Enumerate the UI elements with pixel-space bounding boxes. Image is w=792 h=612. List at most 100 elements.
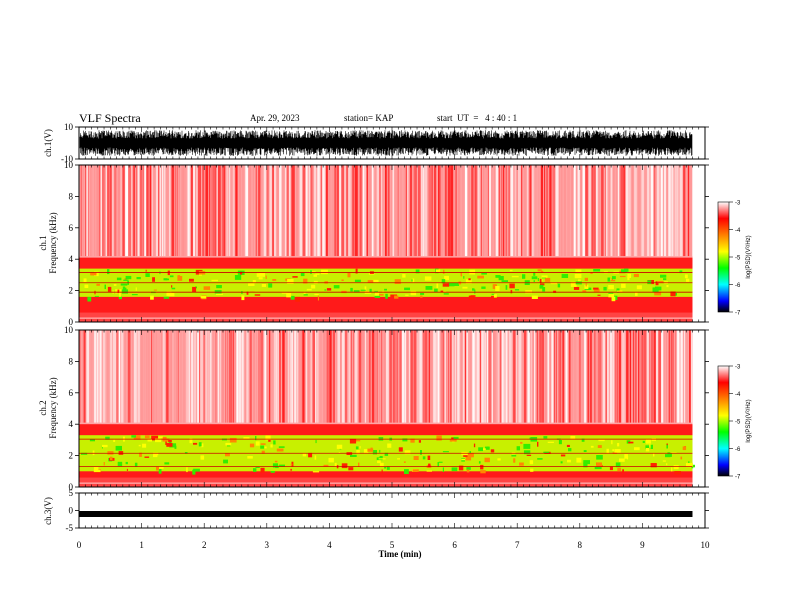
spectro-band-texture	[145, 273, 150, 277]
spectro-streak	[602, 330, 606, 423]
spectro-band-texture	[560, 454, 566, 457]
spectro-streak	[457, 330, 460, 423]
spectro-streak	[272, 165, 274, 257]
spectro-band-texture	[529, 460, 534, 465]
spectro-band-texture	[541, 275, 548, 278]
x-tick-label: 9	[640, 540, 645, 550]
spectro-streak	[489, 165, 491, 257]
spectro-band-texture	[171, 285, 173, 288]
spectro-streak	[419, 330, 422, 423]
spectro-streak	[450, 165, 454, 257]
spectro-streak	[173, 330, 175, 423]
colorbar-tick-label: -7	[735, 475, 741, 481]
spectro-streak	[166, 165, 169, 257]
spectro-band-texture	[192, 286, 197, 292]
spectro-band-texture	[478, 447, 483, 452]
spectro-streak	[146, 165, 149, 257]
spectro-streak	[551, 330, 554, 423]
ch1-spec-ylabel-2: Frequency (kHz)	[48, 212, 58, 273]
spectro-streak	[132, 330, 133, 423]
spectro-streak	[622, 330, 625, 423]
spectro-streak	[142, 165, 145, 257]
spectro-band-texture	[333, 285, 340, 289]
spectro-band-texture	[406, 470, 408, 472]
spectro-band-texture	[467, 453, 474, 458]
spectro-band-texture	[614, 449, 621, 453]
spectro-streak	[256, 330, 258, 423]
spectro-band-texture	[622, 469, 624, 473]
y-tick-label: -10	[61, 154, 73, 164]
spectro-band-texture	[93, 469, 101, 473]
spectro-band-texture	[619, 458, 625, 462]
spectro-streak	[112, 330, 114, 423]
spectro-streak	[127, 330, 128, 423]
spectro-streak	[202, 165, 205, 257]
spectro-streak	[626, 330, 629, 423]
spectro-streak	[166, 165, 167, 257]
spectro-band-texture	[540, 283, 545, 286]
spectro-band-texture	[152, 277, 155, 282]
spectro-band-texture	[567, 459, 571, 463]
spectro-streak	[518, 330, 522, 423]
spectro-band-texture	[255, 466, 260, 468]
spectro-band-texture	[398, 447, 403, 452]
spectro-band-texture	[229, 437, 237, 443]
spectro-streak	[672, 330, 674, 423]
spectro-band-texture	[272, 463, 278, 468]
spectro-streak	[193, 330, 196, 423]
spectro-streak	[442, 330, 444, 423]
spectro-streak	[88, 165, 89, 257]
spectro-band-texture	[163, 296, 170, 299]
spectro-streak	[513, 330, 516, 423]
spectro-streak	[455, 165, 457, 257]
spectro-streak	[521, 165, 523, 257]
spectro-streak	[436, 165, 437, 257]
spectro-streak	[217, 330, 220, 423]
spectro-streak	[392, 330, 395, 423]
spectro-streak	[85, 330, 87, 423]
y-tick-label: 4	[69, 419, 74, 429]
spectro-streak	[255, 165, 258, 257]
spectro-streak	[211, 165, 214, 257]
spectro-streak	[353, 330, 354, 423]
spectro-streak	[677, 330, 680, 423]
spectro-band-texture	[582, 290, 587, 292]
spectro-band-texture	[437, 462, 439, 467]
spectro-band-texture	[628, 441, 634, 444]
spectro-band-texture	[113, 439, 116, 442]
spectro-streak	[364, 165, 366, 257]
spectro-streak	[452, 330, 454, 423]
spectro-streak	[487, 165, 489, 257]
spectro-band-texture	[169, 275, 174, 278]
y-tick-label: 2	[69, 451, 74, 461]
spectro-band-texture	[574, 274, 582, 279]
spectro-band-texture	[468, 278, 471, 281]
spectro-band-texture	[253, 468, 257, 472]
spectro-streak	[508, 165, 510, 257]
spectro-streak	[258, 165, 261, 257]
spectro-streak	[640, 330, 643, 423]
spectro-streak	[505, 165, 508, 257]
spectro-band-texture	[473, 443, 476, 448]
spectro-band-texture	[225, 453, 230, 457]
spectro-streak	[531, 165, 534, 257]
spectro-band-texture	[468, 295, 475, 300]
spectro-streak	[264, 330, 267, 423]
spectro-band-texture	[593, 287, 599, 290]
spectro-streak	[274, 330, 276, 423]
spectro-band-texture	[261, 284, 266, 287]
spectro-band-texture	[596, 462, 602, 467]
spectro-band-texture	[118, 291, 121, 297]
spectro-band-texture	[415, 269, 420, 274]
spectro-streak	[565, 330, 568, 423]
spectro-band-texture	[509, 269, 513, 272]
spectro-band-texture	[291, 461, 294, 467]
spectro-band-texture	[338, 452, 341, 454]
spectro-band-texture	[199, 274, 202, 276]
spectro-streak	[209, 165, 211, 257]
spectro-streak	[615, 330, 617, 423]
spectro-streak	[422, 165, 425, 257]
spectro-streak	[368, 330, 371, 423]
spectro-band-texture	[96, 283, 100, 286]
spectro-band-texture	[158, 436, 164, 439]
